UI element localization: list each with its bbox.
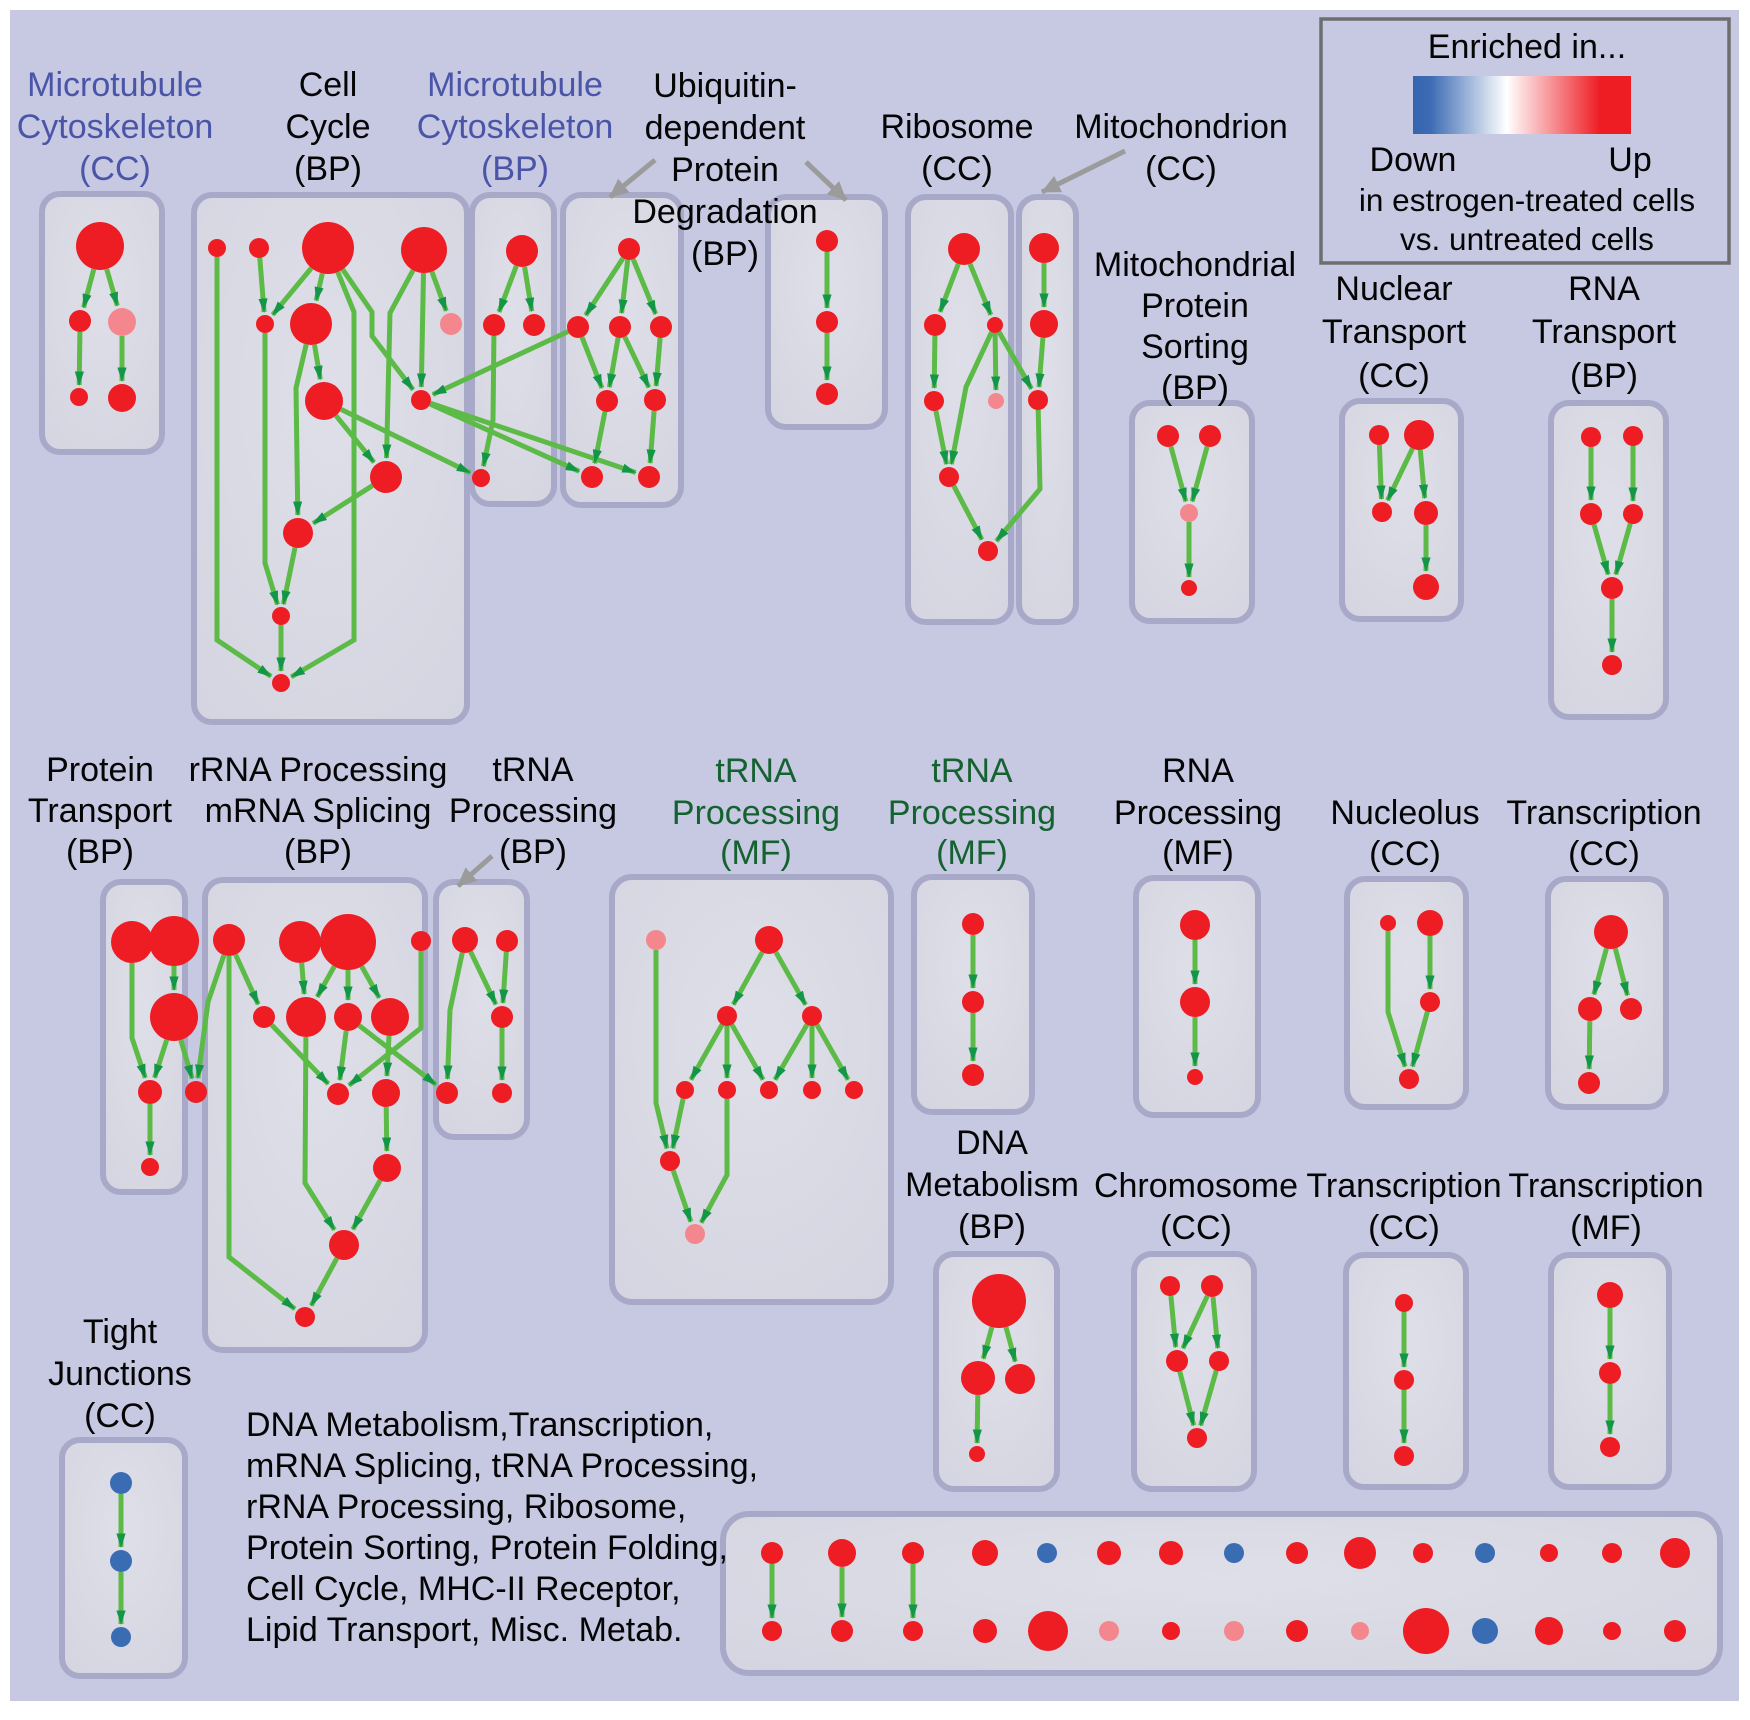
svg-text:(CC): (CC) [1368, 1209, 1440, 1247]
svg-text:(CC): (CC) [1369, 835, 1441, 873]
svg-text:Cytoskeleton: Cytoskeleton [17, 108, 214, 146]
svg-text:Sorting: Sorting [1141, 328, 1249, 366]
svg-text:Cell Cycle, MHC-II Receptor,: Cell Cycle, MHC-II Receptor, [246, 1570, 681, 1608]
svg-text:Processing: Processing [449, 792, 617, 830]
svg-text:(CC): (CC) [1568, 835, 1640, 873]
svg-text:Down: Down [1370, 141, 1457, 179]
svg-text:tRNA: tRNA [715, 752, 797, 790]
svg-text:Enriched in...: Enriched in... [1428, 28, 1626, 66]
svg-text:RNA: RNA [1568, 270, 1640, 308]
svg-text:Mitochondrion: Mitochondrion [1074, 108, 1288, 146]
svg-text:(BP): (BP) [481, 150, 549, 188]
svg-text:DNA: DNA [956, 1124, 1028, 1162]
svg-text:Protein Sorting, Protein Foldi: Protein Sorting, Protein Folding, [246, 1529, 728, 1567]
svg-text:(MF): (MF) [936, 834, 1008, 872]
svg-text:(MF): (MF) [1162, 834, 1234, 872]
svg-text:Cell: Cell [299, 66, 358, 104]
svg-text:Junctions: Junctions [48, 1355, 192, 1393]
svg-text:(BP): (BP) [294, 150, 362, 188]
svg-text:Ribosome: Ribosome [880, 108, 1033, 146]
svg-text:(CC): (CC) [79, 150, 151, 188]
svg-text:Up: Up [1608, 141, 1651, 179]
svg-text:Mitochondrial: Mitochondrial [1094, 246, 1296, 284]
svg-text:(CC): (CC) [1358, 357, 1430, 395]
svg-text:(BP): (BP) [284, 833, 352, 871]
svg-text:Microtubule: Microtubule [427, 66, 603, 104]
svg-text:Protein: Protein [46, 751, 154, 789]
svg-text:rRNA Processing: rRNA Processing [189, 751, 448, 789]
svg-text:Transport: Transport [1532, 313, 1677, 351]
svg-text:Degradation: Degradation [632, 193, 817, 231]
svg-text:tRNA: tRNA [492, 751, 574, 789]
svg-text:(MF): (MF) [1570, 1209, 1642, 1247]
svg-text:Nuclear: Nuclear [1335, 270, 1452, 308]
svg-text:(BP): (BP) [958, 1208, 1026, 1246]
svg-text:RNA: RNA [1162, 752, 1234, 790]
svg-text:Transport: Transport [1322, 313, 1467, 351]
svg-text:in estrogen-treated cells: in estrogen-treated cells [1359, 182, 1695, 218]
svg-text:dependent: dependent [645, 109, 806, 147]
svg-text:Transcription: Transcription [1306, 1167, 1501, 1205]
svg-text:Lipid Transport, Misc. Metab.: Lipid Transport, Misc. Metab. [246, 1611, 683, 1649]
svg-text:Microtubule: Microtubule [27, 66, 203, 104]
svg-text:mRNA Splicing, tRNA Processing: mRNA Splicing, tRNA Processing, [246, 1447, 758, 1485]
svg-text:mRNA Splicing: mRNA Splicing [205, 792, 432, 830]
svg-text:DNA Metabolism,Transcription,: DNA Metabolism,Transcription, [246, 1406, 713, 1444]
svg-text:(BP): (BP) [1570, 357, 1638, 395]
svg-text:vs. untreated cells: vs. untreated cells [1400, 221, 1654, 257]
svg-text:Metabolism: Metabolism [905, 1166, 1079, 1204]
svg-text:(CC): (CC) [921, 150, 993, 188]
svg-text:Protein: Protein [1141, 287, 1249, 325]
svg-text:Transcription: Transcription [1508, 1167, 1703, 1205]
svg-text:Processing: Processing [888, 794, 1056, 832]
svg-text:Processing: Processing [1114, 794, 1282, 832]
svg-text:(BP): (BP) [1161, 369, 1229, 407]
svg-text:Nucleolus: Nucleolus [1330, 794, 1479, 832]
svg-text:Transport: Transport [28, 792, 173, 830]
svg-text:Chromosome: Chromosome [1094, 1167, 1298, 1205]
svg-text:(CC): (CC) [1160, 1209, 1232, 1247]
svg-text:(BP): (BP) [66, 833, 134, 871]
svg-text:(CC): (CC) [1145, 150, 1217, 188]
svg-text:(CC): (CC) [84, 1397, 156, 1435]
svg-text:Protein: Protein [671, 151, 779, 189]
svg-text:Cycle: Cycle [285, 108, 370, 146]
svg-text:tRNA: tRNA [931, 752, 1013, 790]
svg-text:rRNA Processing, Ribosome,: rRNA Processing, Ribosome, [246, 1488, 686, 1526]
svg-text:Cytoskeleton: Cytoskeleton [417, 108, 614, 146]
svg-text:(BP): (BP) [691, 235, 759, 273]
svg-text:Transcription: Transcription [1506, 794, 1701, 832]
svg-text:(MF): (MF) [720, 834, 792, 872]
svg-text:Tight: Tight [83, 1313, 158, 1351]
svg-text:Ubiquitin-: Ubiquitin- [653, 67, 797, 105]
svg-text:Processing: Processing [672, 794, 840, 832]
svg-text:(BP): (BP) [499, 833, 567, 871]
